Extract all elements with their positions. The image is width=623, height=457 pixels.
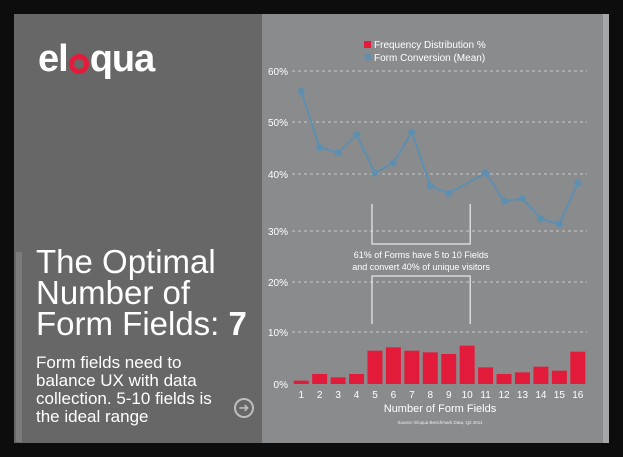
legend-label-line: Form Conversion (Mean) xyxy=(374,53,485,64)
arrow-right-circle-icon[interactable]: ➜ xyxy=(234,398,254,418)
logo-ring-icon xyxy=(68,54,89,74)
bar xyxy=(293,380,309,384)
left-panel: el qua The Optimal Number of Form Fields:… xyxy=(14,14,262,443)
line-point xyxy=(389,159,397,167)
bar xyxy=(367,350,383,384)
y-tick-label: 40% xyxy=(268,170,288,181)
bar xyxy=(385,347,401,384)
subtitle-line-3: collection. 5-10 fields is xyxy=(36,389,212,408)
line-point xyxy=(445,189,453,197)
legend-label-bar: Frequency Distribution % xyxy=(374,40,486,51)
line-point xyxy=(500,197,508,205)
logo-text-end: qua xyxy=(89,38,156,80)
x-tick-label: 10 xyxy=(462,390,474,401)
eloqua-logo: el qua xyxy=(38,38,156,81)
x-tick-label: 13 xyxy=(517,390,529,401)
line-point xyxy=(316,144,324,151)
bar xyxy=(441,354,457,384)
bar xyxy=(312,374,328,384)
subtitle: Form fields need to balance UX with data… xyxy=(36,354,236,426)
bar xyxy=(533,366,549,384)
line-point xyxy=(353,131,361,139)
line-point xyxy=(334,149,342,157)
x-tick-label: 15 xyxy=(554,390,566,401)
line-point xyxy=(518,195,526,202)
line-point xyxy=(555,220,563,228)
x-tick-label: 16 xyxy=(572,390,584,401)
chart-panel: Frequency Distribution % Form Conversion … xyxy=(262,14,609,443)
y-tick-label: 50% xyxy=(268,118,288,129)
title-line-2: Number of xyxy=(36,274,191,311)
range-bracket-lower xyxy=(371,275,471,324)
bar xyxy=(349,374,365,384)
bar xyxy=(551,370,567,384)
x-tick-label: 1 xyxy=(298,390,304,401)
line-point xyxy=(408,128,416,136)
legend-swatch-bar xyxy=(364,41,371,48)
panel-edge xyxy=(603,14,609,443)
x-tick-label: 2 xyxy=(317,390,323,401)
x-tick-label: 3 xyxy=(335,390,341,401)
bar xyxy=(330,377,346,384)
y-tick-label: 30% xyxy=(268,227,288,238)
line-point xyxy=(537,215,545,223)
line-point xyxy=(426,182,434,190)
y-tick-label: 20% xyxy=(268,278,288,289)
x-tick-label: 12 xyxy=(498,390,510,401)
bar xyxy=(422,352,438,384)
y-tick-label: 0% xyxy=(274,380,289,391)
bar xyxy=(404,350,420,384)
source-note: Source: Eloqua Benchmark Data, Q2 2011 xyxy=(398,420,483,425)
subtitle-line-1: Form fields need to xyxy=(36,353,182,372)
x-axis-label: Number of Form Fields xyxy=(384,403,497,415)
logo-text-start: el xyxy=(38,38,69,80)
subtitle-line-2: balance UX with data xyxy=(36,371,197,390)
bar xyxy=(459,345,475,384)
x-tick-label: 4 xyxy=(354,390,360,401)
line-point xyxy=(297,87,305,95)
title-line-1: The Optimal xyxy=(36,243,216,280)
x-tick-label: 14 xyxy=(535,390,547,401)
title-line-3: Form Fields: 7 xyxy=(36,305,262,342)
subtitle-line-4: the ideal range xyxy=(36,407,149,426)
line-point xyxy=(482,169,490,177)
legend-swatch-line xyxy=(364,53,372,61)
y-tick-label: 60% xyxy=(268,67,288,78)
y-tick-label: 10% xyxy=(268,328,288,339)
x-tick-label: 11 xyxy=(480,390,491,401)
x-tick-label: 7 xyxy=(409,390,415,401)
x-tick-label: 8 xyxy=(428,390,434,401)
conversion-line xyxy=(300,91,579,226)
x-tick-label: 9 xyxy=(446,390,452,401)
x-tick-label: 5 xyxy=(372,390,378,401)
bar xyxy=(478,367,494,384)
accent-bar xyxy=(16,252,22,442)
page-title: The Optimal Number of Form Fields: 7 xyxy=(36,243,262,342)
range-bracket-upper xyxy=(371,204,471,245)
x-tick-label: 6 xyxy=(391,390,397,401)
bar xyxy=(570,351,586,384)
title-line-3-text: Form Fields: xyxy=(36,305,229,342)
annotation-line: and convert 40% of unique visitors xyxy=(352,262,490,272)
bar xyxy=(496,374,512,384)
title-number: 7 xyxy=(228,305,247,342)
combo-chart: Frequency Distribution % Form Conversion … xyxy=(268,40,587,425)
bar xyxy=(514,372,530,384)
line-point xyxy=(574,179,582,187)
infographic: el qua The Optimal Number of Form Fields:… xyxy=(14,14,609,443)
annotation-line: 61% of Forms have 5 to 10 Fields xyxy=(354,250,489,260)
line-point xyxy=(371,169,379,177)
